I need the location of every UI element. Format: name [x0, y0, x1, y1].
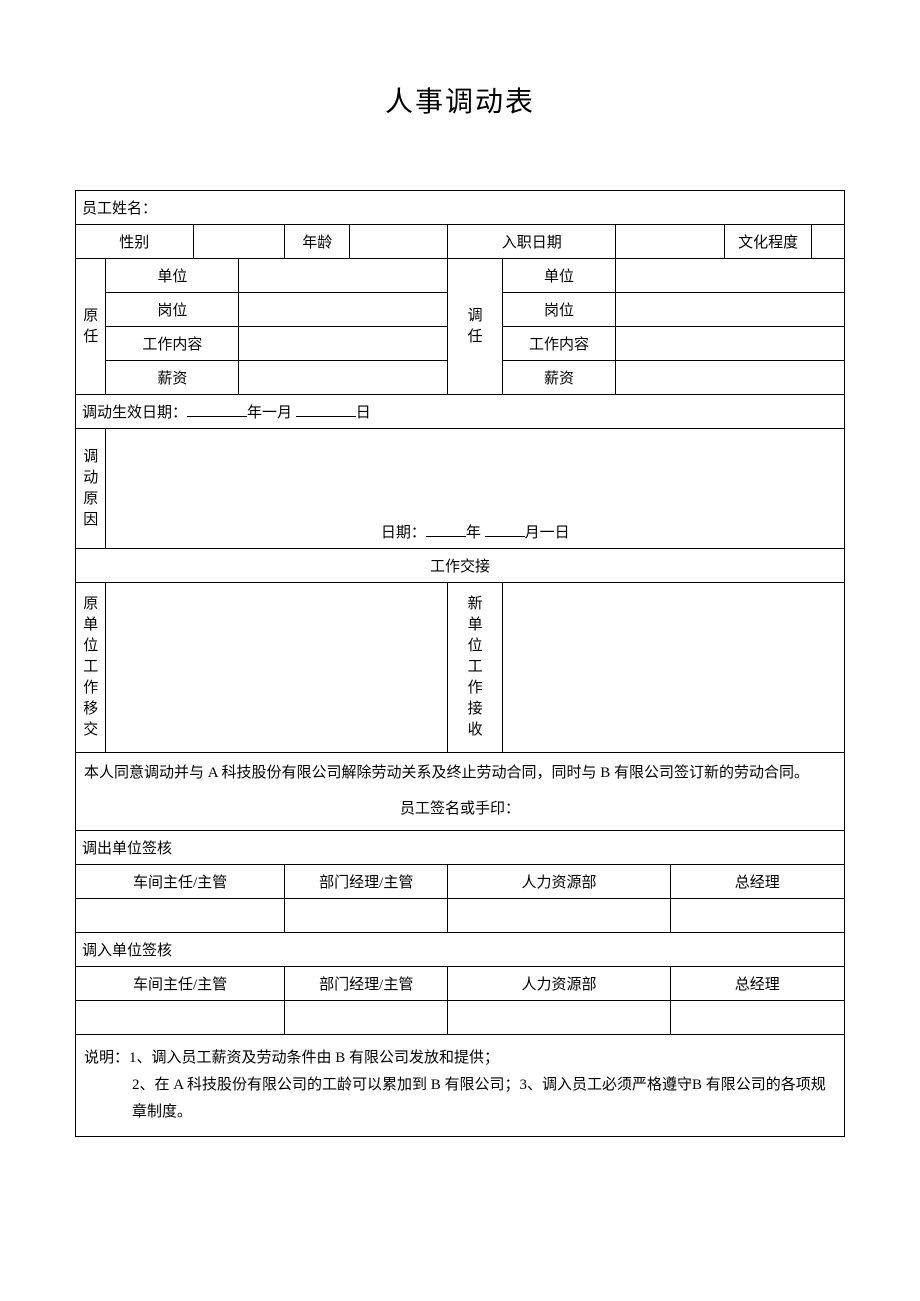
handover-header: 工作交接 — [76, 549, 845, 583]
new-position-value — [616, 293, 845, 327]
orig-position-label: 岗位 — [106, 293, 239, 327]
out-approval-sign1 — [76, 899, 285, 933]
new-handover-label: 新单位工作接收 — [448, 583, 502, 753]
in-approval-col2: 部门经理/主管 — [285, 967, 448, 1001]
age-value — [350, 225, 448, 259]
orig-work-label: 工作内容 — [106, 327, 239, 361]
orig-salary-label: 薪资 — [106, 361, 239, 395]
hire-date-value — [616, 225, 725, 259]
notes-cell: 说明：1、调入员工薪资及劳动条件由 B 有限公司发放和提供； 2、在 A 科技股… — [76, 1035, 845, 1137]
in-approval-sign3 — [448, 1001, 670, 1035]
new-work-label: 工作内容 — [502, 327, 615, 361]
original-handover-value — [106, 583, 448, 753]
in-approval-sign1 — [76, 1001, 285, 1035]
out-approval-col1: 车间主任/主管 — [76, 865, 285, 899]
out-approval-sign3 — [448, 899, 670, 933]
new-position-label: 岗位 — [502, 293, 615, 327]
education-label: 文化程度 — [725, 225, 812, 259]
age-label: 年龄 — [285, 225, 350, 259]
in-approval-col4: 总经理 — [670, 967, 844, 1001]
in-approval-header: 调入单位签核 — [76, 933, 845, 967]
transfer-form-table: 员工姓名： 性别 年龄 入职日期 文化程度 原任 单位 调任 单位 岗位 岗位 … — [75, 190, 845, 1137]
orig-unit-value — [239, 259, 448, 293]
orig-salary-value — [239, 361, 448, 395]
out-approval-col2: 部门经理/主管 — [285, 865, 448, 899]
in-approval-sign4 — [670, 1001, 844, 1035]
new-salary-label: 薪资 — [502, 361, 615, 395]
transfer-section-label: 调任 — [448, 259, 502, 395]
orig-position-value — [239, 293, 448, 327]
new-unit-label: 单位 — [502, 259, 615, 293]
out-approval-header: 调出单位签核 — [76, 831, 845, 865]
gender-value — [193, 225, 284, 259]
new-salary-value — [616, 361, 845, 395]
out-approval-sign2 — [285, 899, 448, 933]
new-unit-value — [616, 259, 845, 293]
reason-label: 调动原因 — [76, 429, 106, 549]
new-work-value — [616, 327, 845, 361]
out-approval-sign4 — [670, 899, 844, 933]
original-section-label: 原任 — [76, 259, 106, 395]
out-approval-col4: 总经理 — [670, 865, 844, 899]
employee-name-row: 员工姓名： — [76, 191, 845, 225]
orig-work-value — [239, 327, 448, 361]
page-title: 人事调动表 — [75, 80, 845, 120]
gender-label: 性别 — [76, 225, 194, 259]
new-handover-value — [502, 583, 844, 753]
education-value — [812, 225, 845, 259]
in-approval-col3: 人力资源部 — [448, 967, 670, 1001]
in-approval-col1: 车间主任/主管 — [76, 967, 285, 1001]
hire-date-label: 入职日期 — [448, 225, 616, 259]
reason-cell: 日期：年 月一日 — [106, 429, 845, 549]
agreement-cell: 本人同意调动并与 A 科技股份有限公司解除劳动关系及终止劳动合同，同时与 B 有… — [76, 753, 845, 831]
effective-date-row: 调动生效日期：年一月 日 — [76, 395, 845, 429]
in-approval-sign2 — [285, 1001, 448, 1035]
orig-unit-label: 单位 — [106, 259, 239, 293]
out-approval-col3: 人力资源部 — [448, 865, 670, 899]
original-handover-label: 原单位工作移交 — [76, 583, 106, 753]
